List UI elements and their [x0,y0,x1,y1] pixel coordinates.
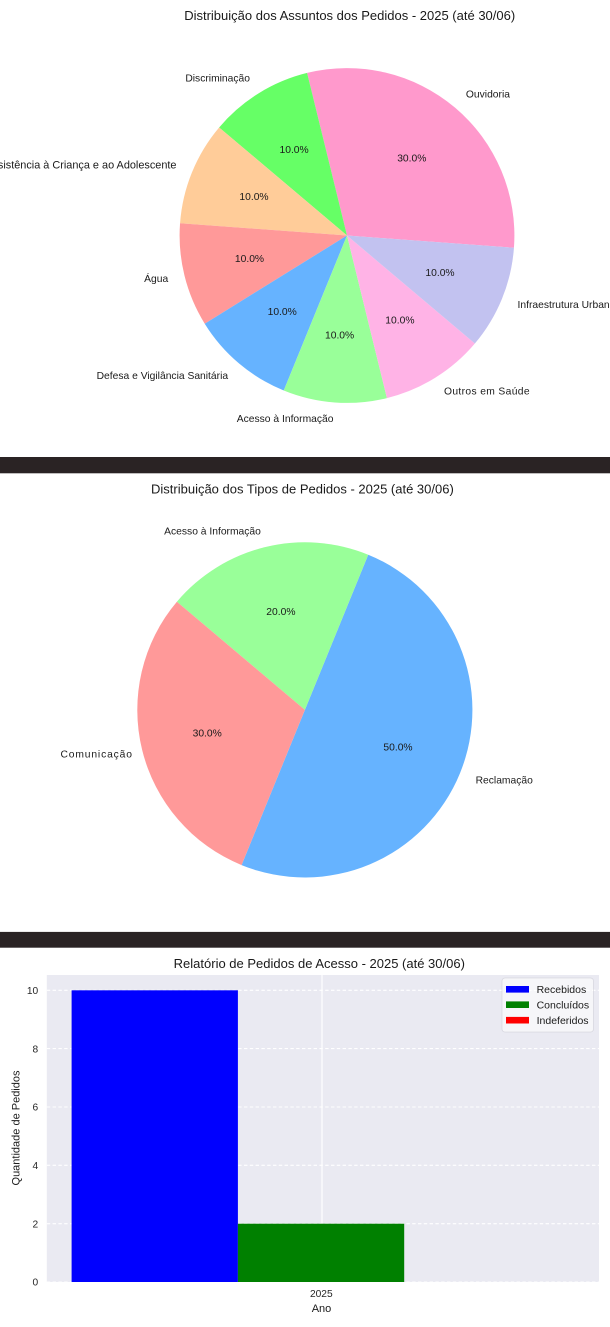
svg-text:Outros em Saúde: Outros em Saúde [444,387,530,398]
svg-text:Ano: Ano [312,1303,332,1315]
svg-text:10.0%: 10.0% [268,307,297,318]
svg-text:Defesa e Vigilância Sanitária: Defesa e Vigilância Sanitária [97,371,229,382]
svg-text:Relatório de Pedidos de Acesso: Relatório de Pedidos de Acesso - 2025 (a… [174,956,465,971]
svg-text:4: 4 [33,1161,39,1172]
svg-text:Acesso à Informação: Acesso à Informação [164,527,261,538]
svg-text:10.0%: 10.0% [239,192,268,203]
svg-text:20.0%: 20.0% [266,607,295,618]
svg-text:Infraestrutura Urbana: Infraestrutura Urbana [518,300,610,311]
svg-text:2025: 2025 [310,1289,333,1300]
svg-text:Ouvidoria: Ouvidoria [466,90,510,101]
svg-text:Assistência à Criança e ao Ado: Assistência à Criança e ao Adolescente [0,160,177,172]
svg-text:8: 8 [33,1044,39,1055]
svg-text:10.0%: 10.0% [425,268,454,279]
svg-text:Água: Água [144,272,168,285]
svg-text:0: 0 [33,1278,39,1289]
svg-text:10.0%: 10.0% [385,316,414,327]
svg-text:50.0%: 50.0% [383,743,412,754]
svg-text:Discriminação: Discriminação [185,74,250,85]
svg-text:Indeferidos: Indeferidos [537,1015,589,1027]
svg-text:Distribuição dos Assuntos dos: Distribuição dos Assuntos dos Pedidos - … [184,8,515,23]
svg-text:Distribuição dos Tipos de Pedi: Distribuição dos Tipos de Pedidos - 2025… [151,482,454,497]
svg-text:Recebidos: Recebidos [537,984,587,996]
svg-text:2: 2 [33,1219,39,1230]
svg-text:10.0%: 10.0% [325,330,354,341]
svg-text:Reclamação: Reclamação [476,775,534,786]
svg-text:Concluídos: Concluídos [537,1000,590,1012]
svg-text:Comunicação: Comunicação [60,750,132,761]
svg-text:10: 10 [27,986,39,997]
svg-text:10.0%: 10.0% [279,145,308,156]
svg-text:Quantidade de Pedidos: Quantidade de Pedidos [10,1070,22,1185]
svg-text:10.0%: 10.0% [235,254,264,265]
svg-text:6: 6 [33,1103,39,1114]
svg-text:30.0%: 30.0% [397,154,426,165]
svg-text:30.0%: 30.0% [193,729,222,740]
svg-text:Acesso à Informação: Acesso à Informação [237,414,334,425]
